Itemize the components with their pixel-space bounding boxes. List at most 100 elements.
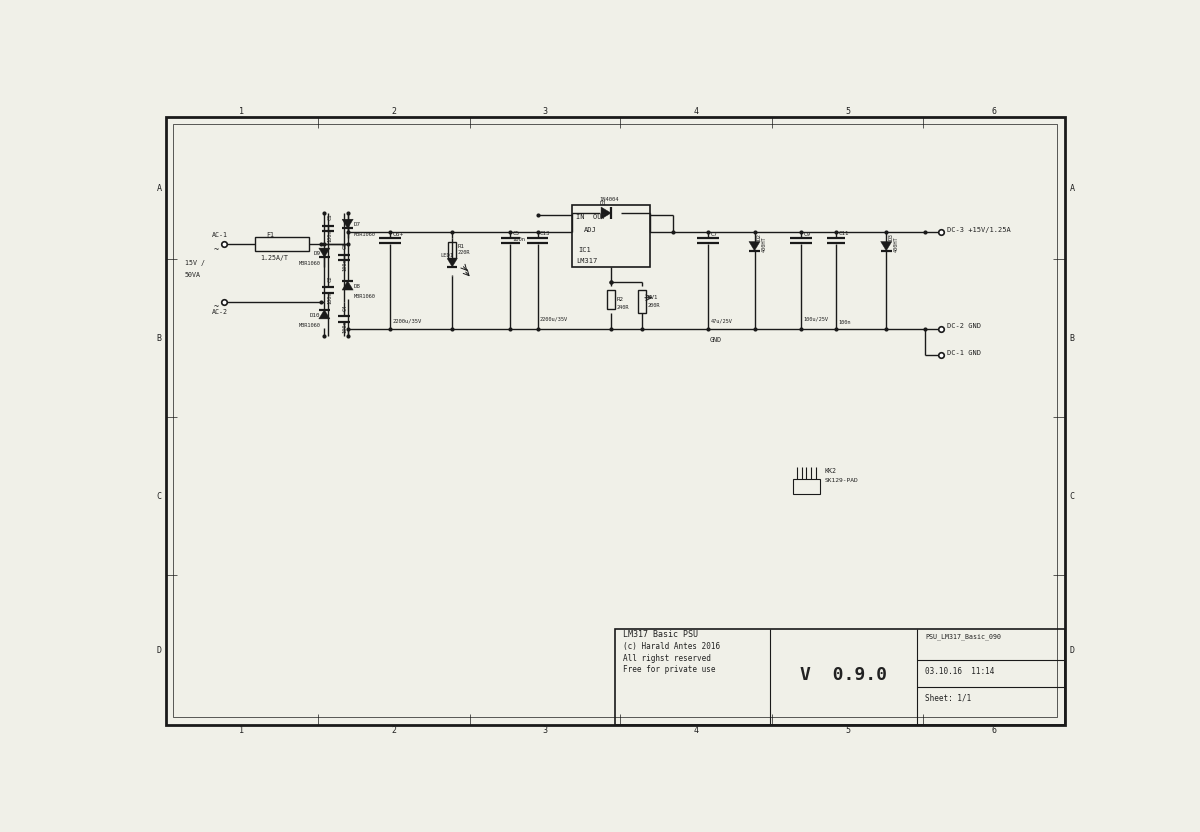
Text: D10: D10 (310, 313, 320, 318)
Text: 100n: 100n (838, 319, 851, 324)
Polygon shape (749, 241, 760, 250)
Polygon shape (342, 219, 353, 229)
Text: F1: F1 (266, 231, 274, 238)
Text: AC-2: AC-2 (212, 310, 228, 315)
Text: 2: 2 (391, 106, 397, 116)
Text: RV1: RV1 (648, 295, 658, 300)
Text: (c) Harald Antes 2016: (c) Harald Antes 2016 (623, 642, 720, 651)
Text: Sheet: 1/1: Sheet: 1/1 (925, 694, 971, 703)
Text: 100n: 100n (512, 237, 526, 242)
Text: R2: R2 (617, 297, 624, 302)
Text: B: B (157, 334, 162, 343)
Text: 2200u/35V: 2200u/35V (392, 319, 422, 324)
Text: 03.10.16  11:14: 03.10.16 11:14 (925, 666, 995, 676)
Text: 4: 4 (694, 726, 698, 735)
Text: A: A (157, 184, 162, 192)
Bar (616, 629, 1064, 725)
Text: C13: C13 (540, 231, 551, 236)
Bar (638, 290, 646, 313)
Text: C6+: C6+ (392, 232, 404, 237)
Text: 1.25A/T: 1.25A/T (260, 255, 288, 260)
Text: PSU_LM317_Basic_090: PSU_LM317_Basic_090 (925, 633, 1001, 640)
Text: 15V /: 15V / (185, 260, 205, 266)
Text: ADJ: ADJ (584, 227, 596, 233)
Text: 5: 5 (845, 726, 850, 735)
Text: C: C (157, 492, 162, 501)
Text: 1N4004: 1N4004 (600, 197, 619, 202)
Polygon shape (342, 280, 353, 290)
Text: D: D (1069, 646, 1075, 655)
Text: D1: D1 (600, 201, 607, 206)
Text: 100u/25V: 100u/25V (803, 317, 828, 322)
Text: DC-1 GND: DC-1 GND (947, 350, 980, 356)
Bar (793, 478, 821, 494)
Text: C2: C2 (328, 275, 332, 282)
Text: 50VA: 50VA (185, 271, 200, 278)
Text: 3: 3 (542, 726, 547, 735)
Text: V  0.9.0: V 0.9.0 (800, 666, 887, 684)
Text: AC-1: AC-1 (212, 231, 228, 238)
Text: D3: D3 (888, 233, 894, 240)
Text: D2: D2 (757, 233, 762, 240)
Text: C1: C1 (328, 214, 332, 220)
Text: 100n: 100n (328, 291, 332, 304)
Text: 100n: 100n (328, 230, 332, 242)
Text: IC1: IC1 (578, 247, 592, 253)
Text: 400HT: 400HT (894, 236, 899, 251)
Text: D8: D8 (354, 284, 361, 289)
Text: LM317 Basic PSU: LM317 Basic PSU (623, 630, 697, 639)
Text: C9: C9 (803, 232, 810, 237)
Text: ~: ~ (214, 245, 218, 254)
Text: 2: 2 (391, 726, 397, 735)
Text: MBR1060: MBR1060 (354, 294, 376, 299)
Text: 1: 1 (239, 106, 245, 116)
Text: 200R: 200R (648, 303, 660, 308)
Text: LED1: LED1 (440, 253, 454, 258)
Text: C5: C5 (512, 231, 520, 236)
Text: R1: R1 (457, 244, 464, 249)
Text: GND: GND (709, 337, 721, 343)
Text: SK129-PAD: SK129-PAD (824, 478, 858, 483)
Text: 6: 6 (991, 726, 996, 735)
Text: C7: C7 (710, 232, 718, 237)
Text: DC-3 +15V/1.25A: DC-3 +15V/1.25A (947, 227, 1010, 233)
Text: KK2: KK2 (824, 468, 836, 474)
Text: 100n: 100n (343, 259, 348, 271)
Text: ~: ~ (214, 303, 218, 311)
Polygon shape (881, 241, 892, 250)
Text: All righst reserved: All righst reserved (623, 654, 710, 662)
Text: IN  OUT: IN OUT (576, 214, 606, 220)
Text: 3: 3 (542, 106, 547, 116)
Text: C: C (1069, 492, 1075, 501)
Text: MBR1060: MBR1060 (299, 261, 320, 266)
Text: D7: D7 (354, 222, 361, 227)
Text: 240R: 240R (617, 305, 629, 310)
Text: MBR1060: MBR1060 (354, 232, 376, 237)
Bar (254, 237, 308, 250)
Text: C11: C11 (838, 231, 848, 236)
Polygon shape (448, 259, 457, 267)
Text: D9: D9 (313, 251, 320, 256)
Text: 47u/25V: 47u/25V (710, 319, 732, 324)
Text: 400HT: 400HT (762, 236, 767, 251)
Text: 4: 4 (694, 106, 698, 116)
Text: D: D (157, 646, 162, 655)
Bar (449, 242, 456, 258)
Text: 6: 6 (991, 106, 996, 116)
Text: 5: 5 (845, 106, 850, 116)
Text: 2200u/35V: 2200u/35V (540, 317, 568, 322)
Text: Free for private use: Free for private use (623, 665, 715, 674)
Bar (572, 206, 650, 267)
Polygon shape (601, 207, 611, 219)
Polygon shape (319, 310, 330, 319)
Text: B: B (1069, 334, 1075, 343)
Text: MBR1060: MBR1060 (299, 323, 320, 328)
Text: C3: C3 (343, 242, 348, 249)
Bar (607, 290, 616, 310)
Text: LM317: LM317 (576, 258, 598, 264)
Text: 220R: 220R (457, 250, 470, 255)
Text: A: A (1069, 184, 1075, 192)
Text: 100n: 100n (343, 320, 348, 333)
Text: C4: C4 (343, 305, 348, 310)
Polygon shape (319, 248, 330, 257)
